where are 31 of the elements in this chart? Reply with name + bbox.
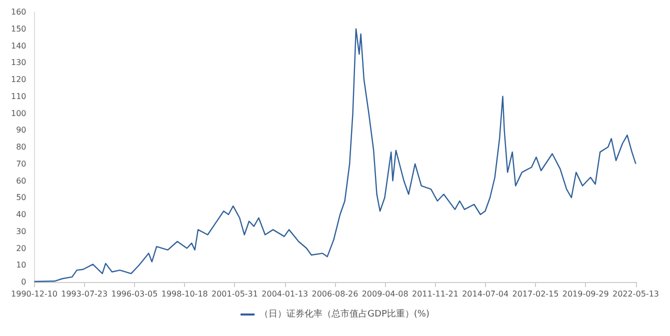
x-tick-label: 2001-05-31 <box>211 290 258 298</box>
y-tick-label: 120 <box>10 75 26 84</box>
y-tick-label: 150 <box>10 24 26 34</box>
y-tick-label: 60 <box>16 176 26 186</box>
y-tick-label: 90 <box>16 126 26 135</box>
y-tick-label: 30 <box>16 226 26 236</box>
legend-label: （日）证券化率（总市值占GDP比重）(%) <box>260 308 430 320</box>
x-tick-label: 1998-10-18 <box>161 290 208 298</box>
y-tick-label: 70 <box>16 159 26 168</box>
x-tick-label: 2014-07-04 <box>462 290 509 298</box>
x-tick-label: 2009-04-08 <box>362 290 408 298</box>
y-tick-label: 130 <box>10 58 26 68</box>
x-tick-label: 2022-05-13 <box>612 290 660 298</box>
y-tick-label: 0 <box>21 278 26 286</box>
y-tick-label: 50 <box>16 193 26 202</box>
x-tick-label: 1993-07-23 <box>61 290 108 298</box>
y-tick-label: 10 <box>16 260 26 270</box>
x-tick-label: 2004-01-13 <box>262 290 308 298</box>
y-tick-label: 100 <box>10 108 26 118</box>
x-tick-label: 2017-02-15 <box>512 290 559 298</box>
y-tick-label: 40 <box>16 210 26 219</box>
x-tick-label: 1996-03-05 <box>111 290 158 298</box>
y-tick-label: 110 <box>10 92 26 101</box>
x-tick-label: 2019-09-29 <box>562 290 609 298</box>
y-tick-label: 160 <box>10 8 26 16</box>
x-tick-label: 2011-11-21 <box>412 290 458 298</box>
y-tick-label: 20 <box>16 244 26 253</box>
x-tick-label: 2006-08-26 <box>312 290 358 298</box>
y-tick-label: 80 <box>16 142 26 152</box>
x-tick-label: 1990-12-10 <box>11 290 58 298</box>
y-tick-label: 140 <box>10 41 26 50</box>
